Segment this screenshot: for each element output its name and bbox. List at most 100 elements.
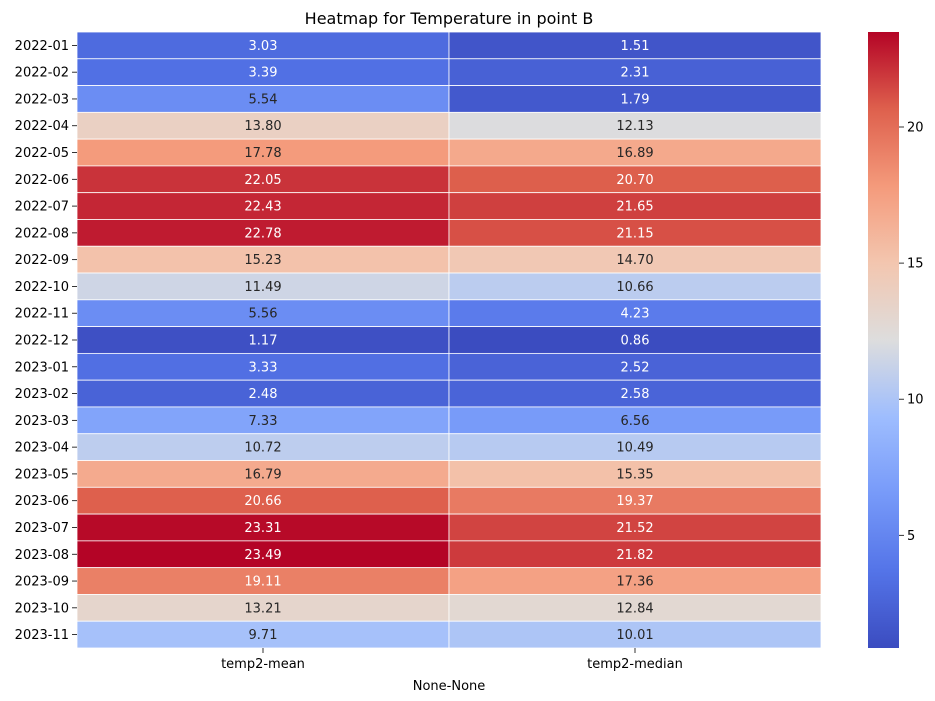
heatmap-cell bbox=[76, 299, 450, 328]
cell-value-label: 1.51 bbox=[621, 39, 650, 54]
heatmap-cell bbox=[448, 620, 822, 649]
cell-value-label: 3.39 bbox=[249, 66, 278, 81]
cell-value-label: 10.66 bbox=[616, 280, 653, 295]
heatmap-cell bbox=[448, 192, 822, 220]
cell-value-label: 1.17 bbox=[249, 334, 278, 349]
heatmap-cell bbox=[76, 540, 450, 569]
y-tick-label: 2023-03 bbox=[15, 414, 69, 429]
heatmap-cells bbox=[76, 31, 822, 649]
y-tick-label: 2022-06 bbox=[15, 173, 69, 188]
heatmap-cell bbox=[76, 620, 450, 649]
cell-value-label: 4.23 bbox=[621, 307, 650, 322]
cell-value-label: 12.13 bbox=[616, 119, 653, 134]
y-tick-label: 2023-06 bbox=[15, 494, 69, 509]
x-tick-label: temp2-median bbox=[587, 657, 683, 672]
cell-value-label: 12.84 bbox=[616, 601, 653, 616]
cell-value-label: 17.36 bbox=[616, 575, 653, 590]
heatmap-cell bbox=[76, 406, 450, 435]
heatmap-cell bbox=[448, 111, 822, 140]
heatmap-cell bbox=[448, 540, 822, 569]
y-tick-label: 2023-10 bbox=[15, 601, 69, 616]
cell-value-label: 16.89 bbox=[616, 146, 653, 161]
heatmap-cell bbox=[448, 326, 822, 354]
heatmap-cell bbox=[448, 272, 822, 301]
y-tick-label: 2023-05 bbox=[15, 467, 69, 482]
y-tick-label: 2023-11 bbox=[15, 628, 69, 643]
y-tick-label: 2022-10 bbox=[15, 280, 69, 295]
y-tick-label: 2023-08 bbox=[15, 548, 69, 563]
cell-value-label: 20.66 bbox=[244, 494, 281, 509]
heatmap-cell-labels: 3.03 1.51 3.39 2.31 5.54 1.79 13.80 12.13 17.78 1… bbox=[244, 39, 653, 643]
heatmap-cell bbox=[76, 31, 450, 60]
heatmap-cell bbox=[448, 379, 822, 408]
y-tick-label: 2023-01 bbox=[15, 360, 69, 375]
y-tick-label: 2023-04 bbox=[15, 441, 69, 456]
y-tick-label: 2022-03 bbox=[15, 92, 69, 107]
cell-value-label: 22.78 bbox=[244, 226, 281, 241]
cell-value-label: 10.72 bbox=[244, 441, 281, 456]
cell-value-label: 21.15 bbox=[616, 226, 653, 241]
cell-value-label: 13.21 bbox=[244, 601, 281, 616]
colorbar-ticks: 5 10 15 20 bbox=[899, 120, 924, 544]
cell-value-label: 9.71 bbox=[249, 628, 278, 643]
y-tick-label: 2022-02 bbox=[15, 66, 69, 81]
y-tick-label: 2022-08 bbox=[15, 226, 69, 241]
cell-value-label: 23.31 bbox=[244, 521, 281, 536]
y-axis-ticks: 2022-01 2022-02 2022-03 2022-04 2022-05 2022-… bbox=[15, 39, 77, 643]
x-axis-label: None-None bbox=[413, 679, 486, 694]
cell-value-label: 20.70 bbox=[616, 173, 653, 188]
heatmap-cell bbox=[76, 352, 450, 381]
cell-value-label: 13.80 bbox=[244, 119, 281, 134]
cell-value-label: 11.49 bbox=[244, 280, 281, 295]
heatmap-cell bbox=[448, 486, 822, 515]
cell-value-label: 10.49 bbox=[616, 441, 653, 456]
cell-value-label: 23.49 bbox=[244, 548, 281, 563]
cell-value-label: 19.11 bbox=[244, 575, 281, 590]
chart-title: Heatmap for Temperature in point B bbox=[305, 9, 594, 28]
heatmap-cell bbox=[448, 245, 822, 274]
heatmap-cell bbox=[448, 567, 822, 595]
cell-value-label: 1.79 bbox=[621, 92, 650, 107]
heatmap-cell bbox=[448, 31, 822, 60]
cell-value-label: 15.35 bbox=[616, 467, 653, 482]
cell-value-label: 3.03 bbox=[249, 39, 278, 54]
cell-value-label: 2.52 bbox=[621, 360, 650, 375]
heatmap-cell bbox=[448, 85, 822, 113]
cell-value-label: 22.43 bbox=[244, 200, 281, 215]
cell-value-label: 2.31 bbox=[621, 66, 650, 81]
colorbar-tick-label: 5 bbox=[907, 529, 915, 544]
cell-value-label: 21.82 bbox=[616, 548, 653, 563]
cell-value-label: 21.52 bbox=[616, 521, 653, 536]
heatmap-cell bbox=[448, 219, 822, 247]
heatmap-cell bbox=[448, 138, 822, 167]
cell-value-label: 17.78 bbox=[244, 146, 281, 161]
cell-value-label: 5.56 bbox=[249, 307, 278, 322]
y-tick-label: 2022-05 bbox=[15, 146, 69, 161]
y-tick-label: 2023-07 bbox=[15, 521, 69, 536]
heatmap-cell bbox=[448, 406, 822, 435]
y-tick-label: 2022-11 bbox=[15, 307, 69, 322]
heatmap-cell bbox=[76, 379, 450, 408]
heatmap-cell bbox=[448, 513, 822, 542]
heatmap-cell bbox=[76, 513, 450, 542]
cell-value-label: 10.01 bbox=[616, 628, 653, 643]
cell-value-label: 7.33 bbox=[249, 414, 278, 429]
heatmap-cell bbox=[76, 433, 450, 461]
cell-value-label: 15.23 bbox=[244, 253, 281, 268]
cell-value-label: 21.65 bbox=[616, 200, 653, 215]
colorbar-tick-label: 15 bbox=[907, 257, 924, 272]
heatmap-cell bbox=[76, 272, 450, 301]
x-tick-label: temp2-mean bbox=[221, 657, 305, 672]
cell-value-label: 14.70 bbox=[616, 253, 653, 268]
heatmap-cell bbox=[76, 594, 450, 622]
y-tick-label: 2023-09 bbox=[15, 575, 69, 590]
y-tick-label: 2022-04 bbox=[15, 119, 69, 134]
heatmap-cell bbox=[448, 352, 822, 381]
colorbar bbox=[868, 32, 899, 648]
cell-value-label: 19.37 bbox=[616, 494, 653, 509]
y-tick-label: 2022-12 bbox=[15, 334, 69, 349]
y-tick-label: 2022-01 bbox=[15, 39, 69, 54]
cell-value-label: 16.79 bbox=[244, 467, 281, 482]
heatmap-cell bbox=[448, 58, 822, 86]
